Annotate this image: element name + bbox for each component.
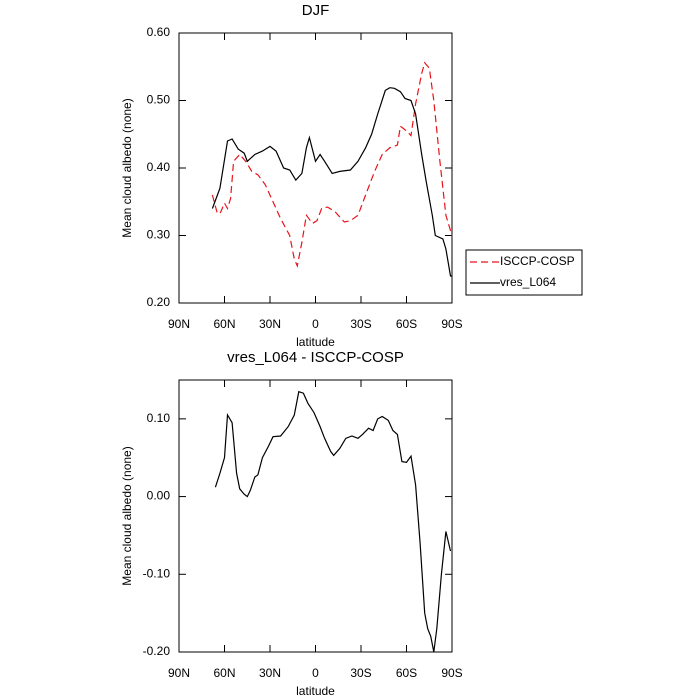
x-tick-label: 30S bbox=[350, 317, 371, 331]
plot-frame bbox=[178, 379, 453, 653]
y-tick-label: -0.10 bbox=[143, 566, 171, 580]
data-line bbox=[211, 61, 453, 268]
legend-label: ISCCP-COSP bbox=[500, 254, 575, 268]
y-tick-label: 0.50 bbox=[147, 93, 171, 107]
x-tick-label: 60N bbox=[213, 317, 235, 331]
y-tick-label: -0.20 bbox=[143, 644, 171, 658]
x-tick-label: 30N bbox=[259, 666, 281, 680]
x-tick-label: 60S bbox=[396, 666, 417, 680]
chart-title: vres_L064 - ISCCP-COSP bbox=[227, 349, 404, 366]
x-tick-label: 0 bbox=[312, 317, 319, 331]
y-tick-label: 0.10 bbox=[147, 411, 171, 425]
x-tick-label: 0 bbox=[312, 666, 319, 680]
x-tick-label: 30N bbox=[259, 317, 281, 331]
x-tick-label: 30S bbox=[350, 666, 371, 680]
x-tick-label: 60N bbox=[213, 666, 235, 680]
y-axis-label: Mean cloud albedo (none) bbox=[120, 98, 134, 237]
x-axis-label: latitude bbox=[296, 335, 335, 349]
x-tick-label: 90S bbox=[441, 317, 462, 331]
x-tick-label: 60S bbox=[396, 317, 417, 331]
y-tick-label: 0.60 bbox=[147, 25, 171, 39]
data-line bbox=[214, 390, 452, 653]
y-tick-label: 0.30 bbox=[147, 228, 171, 242]
y-tick-label: 0.40 bbox=[147, 160, 171, 174]
data-line bbox=[211, 87, 452, 277]
x-axis-label: latitude bbox=[296, 684, 335, 698]
chart-title: DJF bbox=[302, 2, 330, 19]
x-tick-label: 90N bbox=[168, 317, 190, 331]
y-tick-label: 0.20 bbox=[147, 295, 171, 309]
legend-label: vres_L064 bbox=[500, 275, 556, 289]
legend-box bbox=[465, 249, 583, 296]
y-axis-label: Mean cloud albedo (none) bbox=[120, 446, 134, 585]
y-tick-label: 0.00 bbox=[147, 489, 171, 503]
plot-frame bbox=[178, 32, 453, 304]
x-tick-label: 90S bbox=[441, 666, 462, 680]
x-tick-label: 90N bbox=[168, 666, 190, 680]
